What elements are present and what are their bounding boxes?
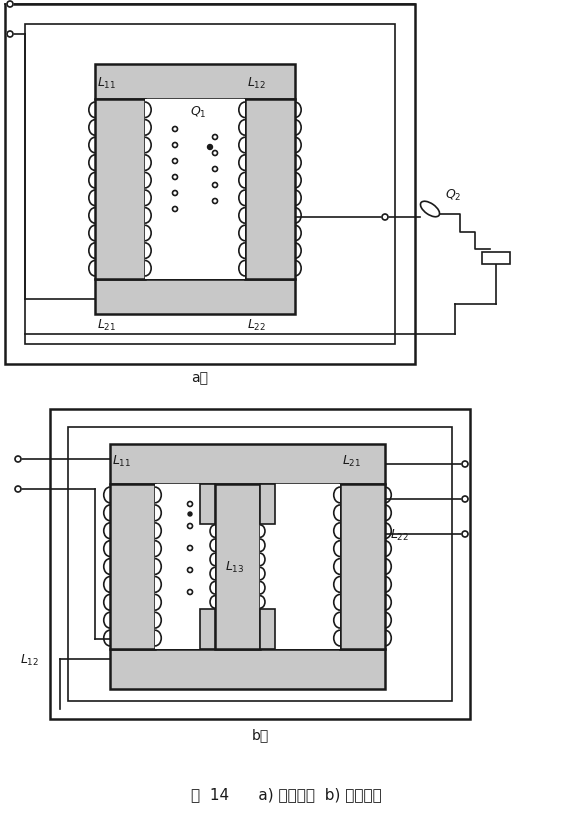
Circle shape xyxy=(187,545,193,551)
Circle shape xyxy=(213,135,218,140)
Text: b）: b） xyxy=(252,727,269,741)
Bar xyxy=(260,484,340,649)
Text: $L_{11}$: $L_{11}$ xyxy=(97,75,116,90)
Text: $L_{12}$: $L_{12}$ xyxy=(247,75,266,90)
Text: $L_{22}$: $L_{22}$ xyxy=(247,317,266,333)
Circle shape xyxy=(15,456,21,463)
Bar xyxy=(155,484,215,649)
Bar xyxy=(110,649,385,689)
Bar xyxy=(50,410,470,719)
Bar xyxy=(260,484,275,524)
Circle shape xyxy=(172,143,178,148)
Circle shape xyxy=(462,532,468,537)
Text: $L_{21}$: $L_{21}$ xyxy=(342,453,361,468)
Text: $L_{22}$: $L_{22}$ xyxy=(390,527,409,542)
Ellipse shape xyxy=(421,202,439,218)
Text: $L_{11}$: $L_{11}$ xyxy=(112,453,131,468)
Circle shape xyxy=(172,207,178,212)
Bar xyxy=(110,484,155,649)
Bar xyxy=(68,428,452,701)
Circle shape xyxy=(15,486,21,492)
Circle shape xyxy=(172,192,178,197)
Bar xyxy=(245,100,295,279)
Text: $L_{12}$: $L_{12}$ xyxy=(20,652,39,667)
Circle shape xyxy=(207,145,213,151)
Circle shape xyxy=(172,127,178,133)
Bar xyxy=(95,100,145,279)
Bar xyxy=(260,484,340,649)
Circle shape xyxy=(187,502,193,507)
Circle shape xyxy=(213,199,218,204)
Bar xyxy=(25,25,395,345)
Bar xyxy=(5,5,415,364)
Text: a）: a） xyxy=(191,370,209,385)
Bar xyxy=(145,100,245,279)
Bar xyxy=(260,609,275,649)
Circle shape xyxy=(172,175,178,180)
Text: $L_{21}$: $L_{21}$ xyxy=(97,317,116,333)
Text: $Q_1$: $Q_1$ xyxy=(190,104,207,120)
Bar xyxy=(110,445,385,484)
Circle shape xyxy=(213,167,218,172)
Text: 图  14      a) 二心柱式  b) 三心柱式: 图 14 a) 二心柱式 b) 三心柱式 xyxy=(191,786,382,802)
Circle shape xyxy=(7,32,13,38)
Text: $L_{13}$: $L_{13}$ xyxy=(225,559,245,574)
Circle shape xyxy=(382,215,388,221)
Circle shape xyxy=(213,183,218,188)
Bar xyxy=(145,100,245,279)
Circle shape xyxy=(213,152,218,156)
Bar xyxy=(155,484,215,649)
Bar xyxy=(95,65,295,100)
Circle shape xyxy=(172,160,178,165)
Circle shape xyxy=(462,461,468,468)
Bar xyxy=(482,253,510,265)
Bar xyxy=(215,484,260,649)
Circle shape xyxy=(187,524,193,529)
Circle shape xyxy=(7,2,13,8)
Text: $Q_2$: $Q_2$ xyxy=(445,188,461,202)
Circle shape xyxy=(187,590,193,595)
Circle shape xyxy=(462,496,468,502)
Circle shape xyxy=(187,568,193,572)
Circle shape xyxy=(188,513,192,516)
Bar xyxy=(340,484,385,649)
Bar xyxy=(200,484,215,524)
Bar xyxy=(200,609,215,649)
Bar xyxy=(95,279,295,314)
